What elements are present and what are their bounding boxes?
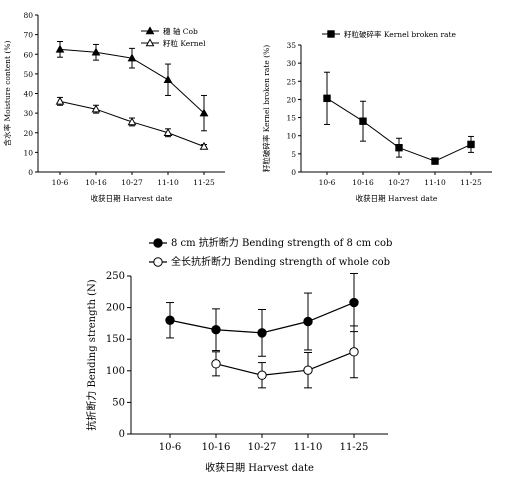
legend-label: 全长抗折断力 Bending strength of whole cob [171,255,390,268]
y-tick-label: 70 [23,31,33,40]
y-tick-label: 50 [23,70,33,79]
y-tick-label: 250 [106,271,125,282]
series-1 [55,40,209,132]
data-point [211,325,221,335]
legend-entry: 全长抗折断力 Bending strength of whole cob [149,255,390,268]
data-point [127,53,137,62]
data-point [359,117,367,125]
data-point [163,128,173,136]
series-line [215,351,355,376]
data-point [91,104,101,113]
series-1 [323,71,475,165]
data-point [165,315,175,325]
data-point [323,94,331,103]
legend-label: 穗 轴 Cob [163,26,198,36]
data-point [303,316,313,327]
y-tick-label: 20 [286,95,296,104]
y-tick-label: 35 [286,41,296,50]
y-tick-label: 150 [106,334,125,345]
x-tick-label: 10-6 [159,442,181,453]
legend-marker [145,38,155,47]
data-point [303,365,313,375]
data-point [349,347,359,357]
data-point [163,75,173,83]
x-tick-label: 10-16 [202,442,231,453]
x-tick-label: 11-10 [294,442,323,453]
chart-3: 0 50 100 150 200 250 10-6 10-16 10-27 11-10 11-25 收… [85,236,392,474]
x-tick-label: 10-6 [52,178,69,187]
chart-2: 0 5 10 15 20 25 30 35 10-6 10-16 10-27 11-10 11-25 收获… [261,29,492,203]
legend-label: 籽粒破碎率 Kernel broken rate [344,29,457,39]
y-tick-label: 10 [23,148,33,157]
y-axis-label: 含水率 Moisture content (%) [2,41,12,147]
data-point [199,141,209,150]
y-tick-label: 40 [23,90,33,99]
data-point [199,108,209,117]
x-tick-label: 10-27 [388,178,410,187]
x-tick-label: 10-16 [85,178,107,187]
y-tick-label: 50 [112,397,125,408]
y-tick-label: 10 [286,132,296,141]
y-tick-label: 0 [291,168,296,177]
x-tick-label: 10-27 [121,178,143,187]
x-tick-label: 10-6 [319,178,336,187]
series-2 [55,96,209,150]
series-1 [165,272,359,357]
legend-marker [153,238,163,248]
x-axis-label: 收获日期 Harvest date [205,461,314,474]
y-tick-label: 0 [28,168,33,177]
legend-marker [145,26,155,35]
x-axis-label: 收获日期 Harvest date [356,193,438,203]
y-tick-label: 15 [286,114,296,123]
y-axis-label: 籽粒破碎率 Kernel broken rate (%) [261,45,271,172]
x-tick-label: 11-25 [340,442,369,453]
data-point [127,117,137,126]
y-tick-label: 0 [119,429,125,440]
x-tick-label: 11-25 [460,178,482,187]
legend-marker [153,257,163,267]
chart-1: 0 10 20 30 40 50 60 70 80 10-6 10-16 10-27 11-10 11-2… [2,11,225,203]
y-tick-label: 60 [23,50,33,59]
data-point [91,47,101,56]
x-tick-label: 11-10 [157,178,179,187]
y-tick-label: 30 [286,59,296,68]
y-axis-label: 抗折断力 Bending strength (N) [85,279,98,430]
x-axis-label: 收获日期 Harvest date [91,193,173,203]
data-point [257,328,267,338]
data-point [467,140,475,149]
data-point [395,143,403,152]
data-point [55,44,65,53]
y-tick-label: 200 [106,303,125,314]
y-tick-label: 100 [106,366,125,377]
y-tick-label: 80 [23,11,33,20]
x-tick-label: 11-25 [193,178,215,187]
legend-label: 8 cm 抗折断力 Bending strength of 8 cm cob [171,236,392,249]
data-point [257,370,267,380]
x-tick-label: 10-16 [352,178,374,187]
legend-entry: 穗 轴 Cob [141,26,198,36]
y-tick-label: 25 [286,77,296,86]
data-point [349,297,359,308]
x-tick-label: 11-10 [424,178,446,187]
legend-label: 籽粒 Kernel [163,38,206,48]
data-point [55,96,65,105]
legend-entry: 8 cm 抗折断力 Bending strength of 8 cm cob [149,236,392,249]
series-2 [211,325,359,389]
legend-entry: 籽粒破碎率 Kernel broken rate [322,29,457,39]
y-tick-label: 5 [291,150,296,159]
y-tick-label: 20 [23,129,33,138]
x-tick-label: 10-27 [248,442,277,453]
y-tick-label: 30 [23,109,33,118]
data-point [431,157,439,165]
legend-marker [327,30,335,38]
data-point [211,359,221,369]
legend-entry: 籽粒 Kernel [141,38,206,48]
